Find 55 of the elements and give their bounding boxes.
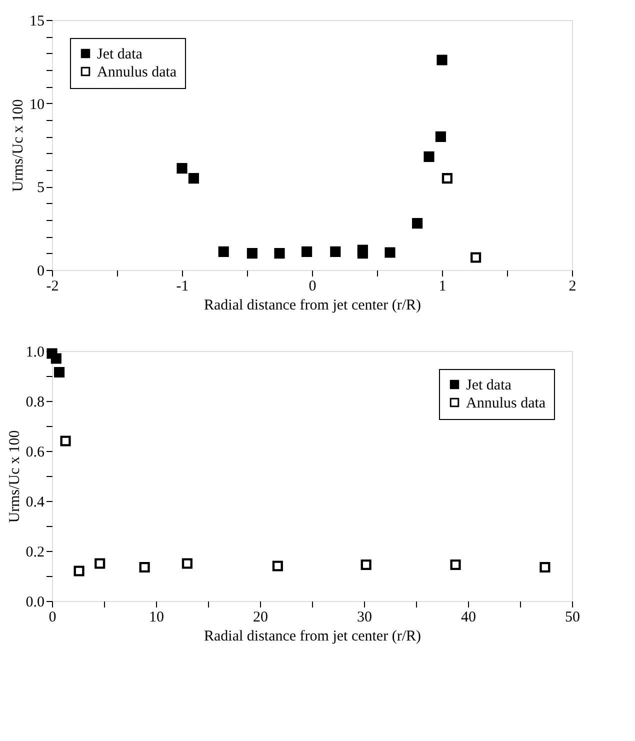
- point: [450, 559, 461, 570]
- y-tick-label: 10: [30, 96, 44, 113]
- point: [470, 252, 482, 263]
- x-tick-label: 50: [565, 610, 580, 626]
- point: [360, 559, 372, 570]
- point: [94, 558, 106, 569]
- legend-label: Annulus data: [97, 64, 177, 80]
- point: [50, 353, 62, 364]
- x-axis-title: Radial distance from jet center (r/R): [204, 298, 421, 314]
- point: [424, 151, 434, 162]
- point: [435, 131, 446, 142]
- point: [302, 246, 312, 257]
- point: [272, 560, 283, 572]
- y-tick-label: 0.4: [26, 494, 45, 510]
- y-tick-label: 5: [37, 180, 44, 196]
- y-axis-title: Urms/Uc x 100: [6, 430, 23, 523]
- x-tick-label: 30: [357, 610, 372, 626]
- point: [412, 218, 423, 229]
- y-tick-label: 1.0: [26, 344, 44, 360]
- x-tick-label: 1: [438, 278, 446, 294]
- y-tick-label: 0.8: [26, 394, 44, 410]
- point: [182, 558, 192, 569]
- point: [60, 436, 71, 446]
- x-tick-label: -1: [176, 278, 189, 294]
- x-tick-label: 0: [48, 610, 56, 626]
- point: [218, 246, 229, 257]
- point: [384, 247, 396, 258]
- x-tick-label: 40: [461, 610, 476, 626]
- point: [246, 248, 258, 259]
- x-tick-label: 2: [568, 278, 576, 294]
- point: [540, 562, 550, 573]
- point: [436, 54, 448, 66]
- y-tick-label: 0.2: [26, 544, 44, 560]
- legend-label: Annulus data: [466, 396, 546, 412]
- point: [330, 246, 341, 257]
- point: [442, 173, 452, 184]
- y-tick-label: 0.6: [26, 444, 45, 460]
- x-axis-title: Radial distance from jet center (r/R): [204, 628, 421, 644]
- point: [74, 566, 84, 576]
- legend-label: Jet data: [97, 46, 143, 62]
- y-tick-label: 0.0: [26, 594, 44, 610]
- x-tick-label: 20: [253, 610, 268, 626]
- x-tick-label: 10: [149, 610, 164, 626]
- point: [54, 366, 65, 378]
- x-tick-label: 0: [308, 278, 316, 294]
- point: [139, 562, 150, 573]
- point: [274, 248, 285, 259]
- point: [176, 163, 188, 174]
- point: [357, 248, 368, 259]
- x-tick-label: -2: [46, 278, 59, 294]
- y-axis-title: Urms/Uc x 100: [10, 99, 26, 192]
- point: [188, 173, 199, 184]
- y-tick-label: 0: [37, 264, 44, 280]
- legend-label: Jet data: [466, 378, 512, 394]
- y-tick-label: 15: [30, 14, 44, 30]
